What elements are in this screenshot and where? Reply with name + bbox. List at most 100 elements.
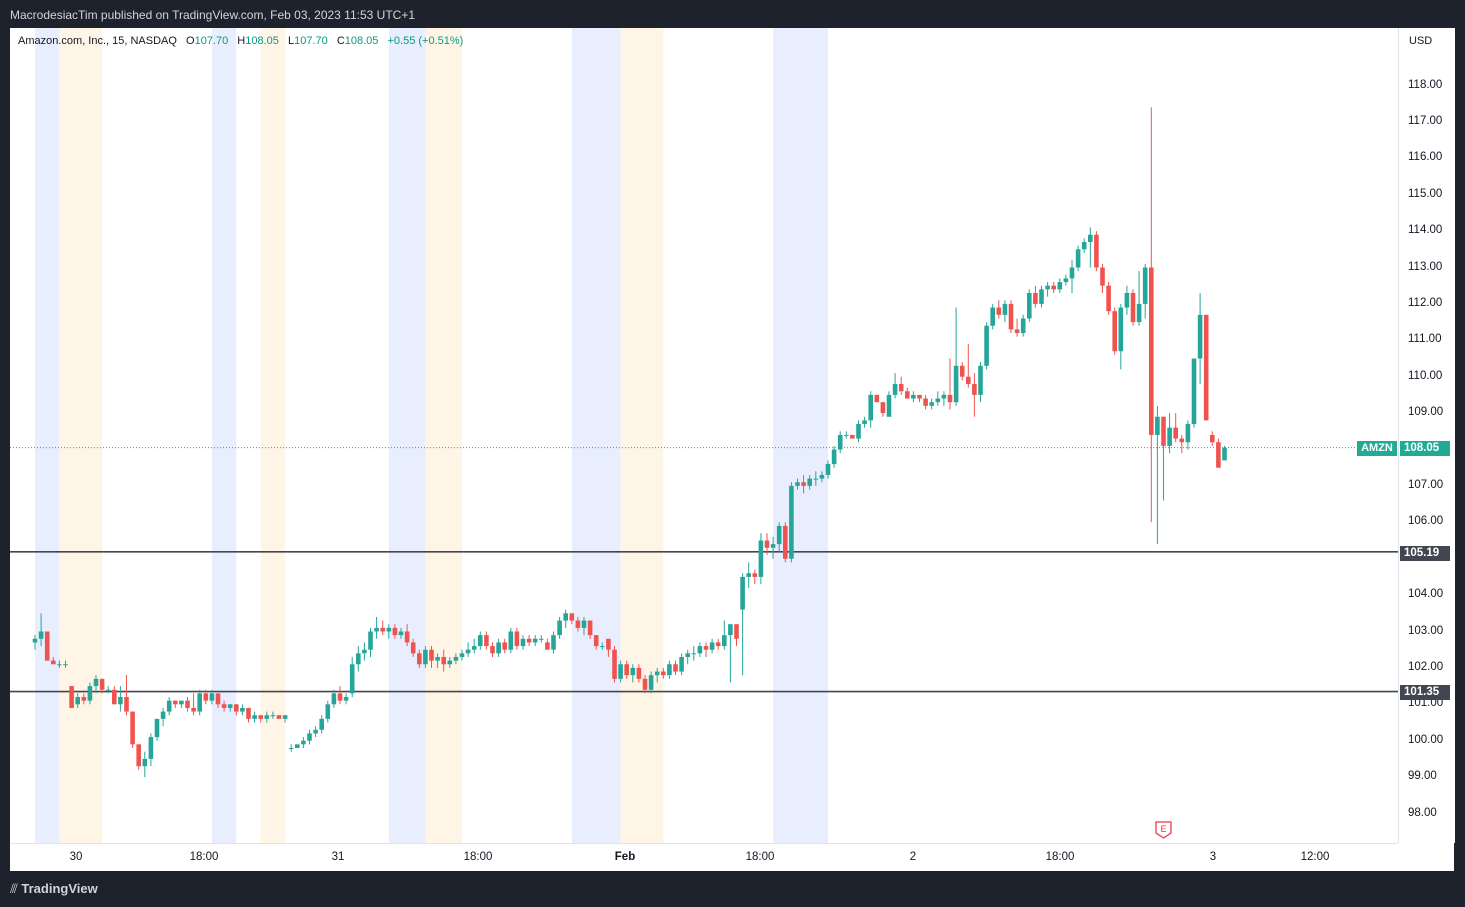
price-scale[interactable] bbox=[1398, 28, 1455, 843]
candle bbox=[1167, 413, 1172, 454]
candle bbox=[557, 616, 562, 639]
candle-body bbox=[1173, 427, 1178, 439]
price-tick: 101.00 bbox=[1408, 697, 1444, 710]
earnings-marker[interactable]: E bbox=[1155, 821, 1172, 839]
candle bbox=[1057, 278, 1063, 293]
candle-body bbox=[911, 394, 916, 399]
candle bbox=[886, 391, 892, 417]
candle-body bbox=[801, 482, 806, 486]
price-tick: 98.00 bbox=[1408, 806, 1437, 819]
candle-body bbox=[496, 642, 501, 654]
hline-label-upper: 105.19 bbox=[1400, 546, 1450, 561]
price-tick: 99.00 bbox=[1408, 770, 1437, 783]
candle-body bbox=[490, 646, 495, 654]
candle-body bbox=[221, 704, 227, 708]
candle-body bbox=[880, 402, 886, 414]
candle bbox=[648, 671, 654, 694]
candle bbox=[234, 704, 239, 716]
candle bbox=[429, 646, 434, 668]
candle-body bbox=[471, 646, 477, 650]
candle-body bbox=[691, 653, 697, 655]
candle bbox=[575, 616, 581, 632]
candle bbox=[874, 394, 880, 403]
candle bbox=[1130, 289, 1136, 326]
candle bbox=[87, 682, 93, 705]
legend-close-value: 108.05 bbox=[344, 35, 379, 47]
candle-body bbox=[1112, 311, 1117, 352]
time-tick: 18:00 bbox=[745, 851, 775, 863]
candle-body bbox=[173, 700, 178, 705]
time-tick: 3 bbox=[1209, 851, 1217, 863]
candle bbox=[923, 394, 928, 410]
candle-body bbox=[892, 383, 898, 395]
candle-body bbox=[837, 434, 843, 450]
time-tick: 18:00 bbox=[1045, 851, 1075, 863]
candle-body bbox=[313, 729, 318, 734]
legend-high-label: H bbox=[237, 35, 246, 47]
candle bbox=[539, 635, 544, 643]
candle-body bbox=[307, 733, 312, 741]
candle bbox=[630, 664, 636, 683]
candle-body bbox=[1045, 285, 1050, 290]
candle bbox=[526, 635, 532, 647]
candle bbox=[996, 300, 1002, 319]
candle bbox=[514, 627, 520, 650]
legend-symbol[interactable]: Amazon.com, Inc., 15, NASDAQ bbox=[18, 35, 177, 47]
candle bbox=[417, 649, 422, 668]
symbol-legend: Amazon.com, Inc., 15, NASDAQ O107.70 H10… bbox=[18, 35, 463, 47]
session-band-pre bbox=[773, 28, 828, 843]
candle-body bbox=[514, 631, 520, 647]
candle bbox=[850, 434, 855, 439]
candle-body bbox=[1051, 285, 1056, 290]
candle-body bbox=[1027, 292, 1032, 319]
price-tick: 112.00 bbox=[1408, 296, 1443, 309]
footer-brand[interactable]: ⫻ TradingView bbox=[10, 881, 98, 897]
candle bbox=[563, 609, 568, 628]
candle-body bbox=[667, 664, 672, 676]
candle-body bbox=[966, 376, 971, 384]
candle bbox=[130, 711, 135, 748]
candle-body bbox=[508, 631, 514, 650]
session-band-pre bbox=[571, 28, 621, 843]
candle-body bbox=[215, 693, 221, 705]
candle bbox=[1124, 285, 1130, 315]
candle bbox=[746, 562, 751, 588]
candle bbox=[1197, 292, 1203, 384]
candle bbox=[319, 715, 324, 734]
currency-label[interactable]: USD bbox=[1409, 35, 1433, 47]
candle-body bbox=[105, 689, 111, 691]
candle bbox=[1222, 445, 1227, 461]
candle bbox=[1088, 227, 1093, 268]
candle-body bbox=[1106, 285, 1111, 312]
candle-body bbox=[1020, 318, 1026, 334]
candle-body bbox=[1185, 424, 1191, 443]
candle-body bbox=[234, 704, 239, 712]
candle bbox=[1155, 405, 1160, 545]
candle bbox=[1173, 413, 1178, 443]
candle bbox=[227, 704, 233, 712]
candle-body bbox=[203, 693, 209, 701]
candle-body bbox=[1167, 427, 1172, 446]
candle bbox=[136, 744, 141, 770]
candle-body bbox=[746, 573, 751, 577]
time-scale[interactable] bbox=[10, 843, 1398, 872]
candle-body bbox=[947, 394, 953, 403]
candle bbox=[185, 697, 190, 712]
session-band-post bbox=[260, 28, 286, 843]
candle-body bbox=[87, 686, 93, 701]
candle bbox=[1191, 358, 1197, 428]
candle-body bbox=[978, 365, 983, 395]
candle bbox=[276, 715, 282, 719]
candle bbox=[520, 635, 526, 650]
candle-body bbox=[673, 664, 678, 672]
time-tick: 18:00 bbox=[189, 851, 219, 863]
chart-frame[interactable] bbox=[10, 28, 1454, 871]
session-band-pre bbox=[211, 28, 237, 843]
candle bbox=[661, 667, 666, 679]
candle-body bbox=[825, 464, 831, 475]
price-tick: 107.00 bbox=[1408, 478, 1444, 491]
candle bbox=[453, 653, 459, 665]
candle-body bbox=[1191, 358, 1197, 425]
hline-label-lower: 101.35 bbox=[1400, 685, 1450, 700]
